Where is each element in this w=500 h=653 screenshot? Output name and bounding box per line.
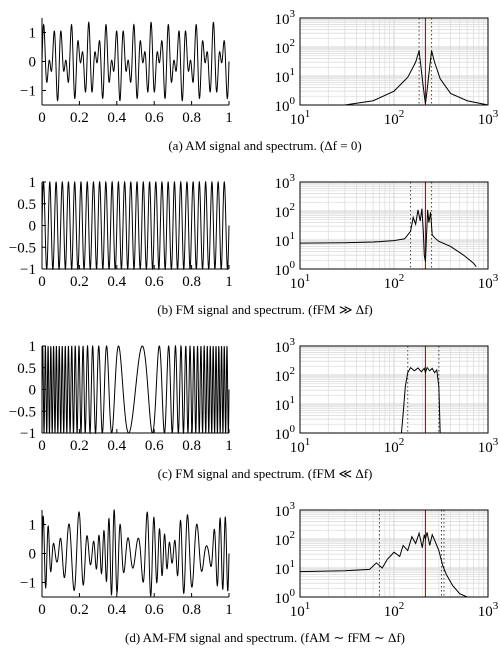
y-tick-label: 0.5 (17, 361, 36, 377)
y-tick-label: 102 (275, 201, 296, 221)
y-tick-label: 1 (29, 339, 37, 355)
y-tick-label: 103 (275, 500, 296, 520)
y-tick-label: −0.5 (9, 404, 36, 420)
y-tick-label: 100 (275, 259, 296, 279)
x-tick-label: 0.8 (182, 110, 201, 126)
x-tick-label: 0 (38, 438, 46, 454)
x-tick-label: 0.4 (107, 602, 126, 618)
y-tick-label: 1 (29, 175, 37, 191)
spectrum-line (400, 366, 441, 434)
caption-c: (c) FM signal and spectrum. (fFM ≪ Δf) (158, 466, 373, 481)
x-tick-label: 1 (225, 602, 233, 618)
y-tick-label: 0 (29, 219, 37, 235)
spectrum-frame (299, 181, 489, 270)
y-tick-label: 1 (29, 26, 37, 42)
y-tick-label: −1 (20, 426, 36, 442)
spectrum-line (344, 50, 489, 106)
y-tick-label: 0.5 (17, 197, 36, 213)
x-tick-label: 102 (384, 436, 405, 456)
x-tick-label: 0.6 (145, 438, 164, 454)
x-tick-label: 103 (478, 108, 499, 128)
x-tick-label: 0.6 (145, 110, 164, 126)
x-tick-label: 0.8 (182, 274, 201, 290)
y-tick-label: 100 (275, 423, 296, 443)
x-tick-label: 0.2 (70, 274, 89, 290)
y-tick-label: 0 (29, 383, 37, 399)
x-tick-label: 0.4 (107, 274, 126, 290)
x-tick-label: 1 (225, 274, 233, 290)
x-tick-label: 103 (478, 272, 499, 292)
y-tick-label: 100 (275, 587, 296, 607)
spectrum-frame (299, 509, 489, 598)
x-tick-label: 0.4 (107, 438, 126, 454)
y-tick-label: 101 (275, 558, 296, 578)
x-tick-label: 0 (38, 602, 46, 618)
spectrum-frame (299, 345, 489, 434)
x-tick-label: 102 (384, 108, 405, 128)
x-tick-label: 1 (225, 438, 233, 454)
y-tick-label: 101 (275, 394, 296, 414)
y-tick-label: 101 (275, 230, 296, 250)
x-tick-label: 0.2 (70, 438, 89, 454)
x-tick-label: 101 (290, 272, 311, 292)
x-tick-label: 0.6 (145, 602, 164, 618)
x-tick-label: 103 (478, 600, 499, 620)
x-tick-label: 0.6 (145, 274, 164, 290)
y-tick-label: −1 (20, 262, 36, 278)
x-tick-label: 101 (290, 436, 311, 456)
x-tick-label: 0 (38, 110, 46, 126)
y-tick-label: 103 (275, 8, 296, 28)
signal-plot-d: 0 0.2 0.4 0.6 0.8 1−101 (20, 509, 233, 618)
x-tick-label: 102 (384, 272, 405, 292)
signal-line (41, 344, 230, 435)
signal-line (41, 21, 230, 102)
y-tick-label: 0 (29, 547, 37, 563)
x-tick-label: 0.8 (182, 438, 201, 454)
x-tick-label: 0.8 (182, 602, 201, 618)
y-tick-label: 102 (275, 365, 296, 385)
y-tick-label: 101 (275, 66, 296, 86)
x-tick-label: 102 (384, 600, 405, 620)
caption-b: (b) FM signal and spectrum. (fFM ≫ Δf) (157, 302, 373, 317)
y-tick-label: 102 (275, 529, 296, 549)
y-tick-label: 102 (275, 37, 296, 57)
x-tick-label: 0 (38, 274, 46, 290)
y-tick-label: 100 (275, 95, 296, 115)
spectrum-line (299, 531, 468, 598)
spectrum-line (299, 208, 477, 268)
y-tick-label: 0 (29, 55, 37, 71)
caption-a: (a) AM signal and spectrum. (Δf = 0) (168, 138, 361, 153)
x-tick-label: 101 (290, 108, 311, 128)
signal-plot-c: 0 0.2 0.4 0.6 0.8 1 −1 −0.5 0 0.5 1 (9, 339, 233, 454)
signal-plot-b: 0 0.2 0.4 0.6 0.8 1 −1 −0.5 0 0.5 1 (9, 175, 233, 290)
y-tick-label: 1 (29, 518, 37, 534)
x-tick-label: 0.2 (70, 602, 89, 618)
caption-d: (d) AM-FM signal and spectrum. (fAM ∼ fF… (125, 630, 405, 645)
signal-line (41, 509, 230, 598)
signal-plot-a: 0 0.2 0.4 0.6 0.8 1−101 (20, 18, 233, 126)
y-tick-label: −1 (20, 576, 36, 592)
x-tick-label: 0.2 (70, 110, 89, 126)
x-tick-label: 0.4 (107, 110, 126, 126)
y-tick-label: −1 (20, 84, 36, 100)
signal-line (41, 180, 230, 271)
x-tick-label: 1 (225, 110, 233, 126)
y-tick-label: 103 (275, 336, 296, 356)
y-tick-label: −0.5 (9, 240, 36, 256)
x-tick-label: 103 (478, 436, 499, 456)
spectrum-frame (299, 17, 489, 106)
x-tick-label: 101 (290, 600, 311, 620)
y-tick-label: 103 (275, 172, 296, 192)
